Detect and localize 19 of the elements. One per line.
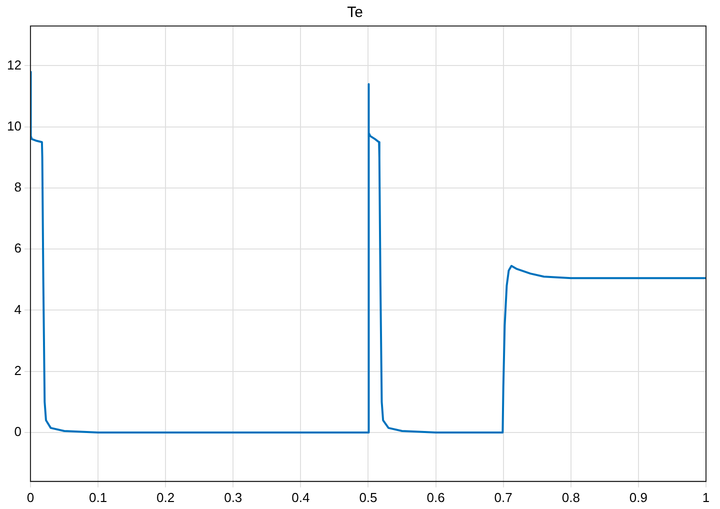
x-tick-label: 0.9 <box>629 490 648 505</box>
x-tick-label: 0.4 <box>292 490 310 505</box>
y-tick-label: 6 <box>14 240 22 256</box>
y-tick-label: 8 <box>14 180 22 195</box>
x-tick-label: 1 <box>702 490 710 505</box>
y-tick-label: 10 <box>6 118 22 134</box>
x-tick-label: 0.7 <box>494 490 512 505</box>
x-tick-label: 0.1 <box>88 490 108 505</box>
x-tick-label: 0 <box>26 490 34 505</box>
x-tick-label: 0.6 <box>426 490 445 505</box>
chart-title: Te <box>347 4 363 22</box>
x-tick-label: 0.8 <box>562 490 580 505</box>
x-tick-label: 0.3 <box>224 490 242 505</box>
y-tick-label: 12 <box>6 57 22 72</box>
x-tick-label: 0.2 <box>156 490 175 505</box>
y-tick-label: 0 <box>14 424 22 440</box>
y-tick-label: 2 <box>14 362 22 378</box>
y-tick-label: 4 <box>14 302 22 317</box>
x-tick-label: 0.5 <box>359 490 378 505</box>
